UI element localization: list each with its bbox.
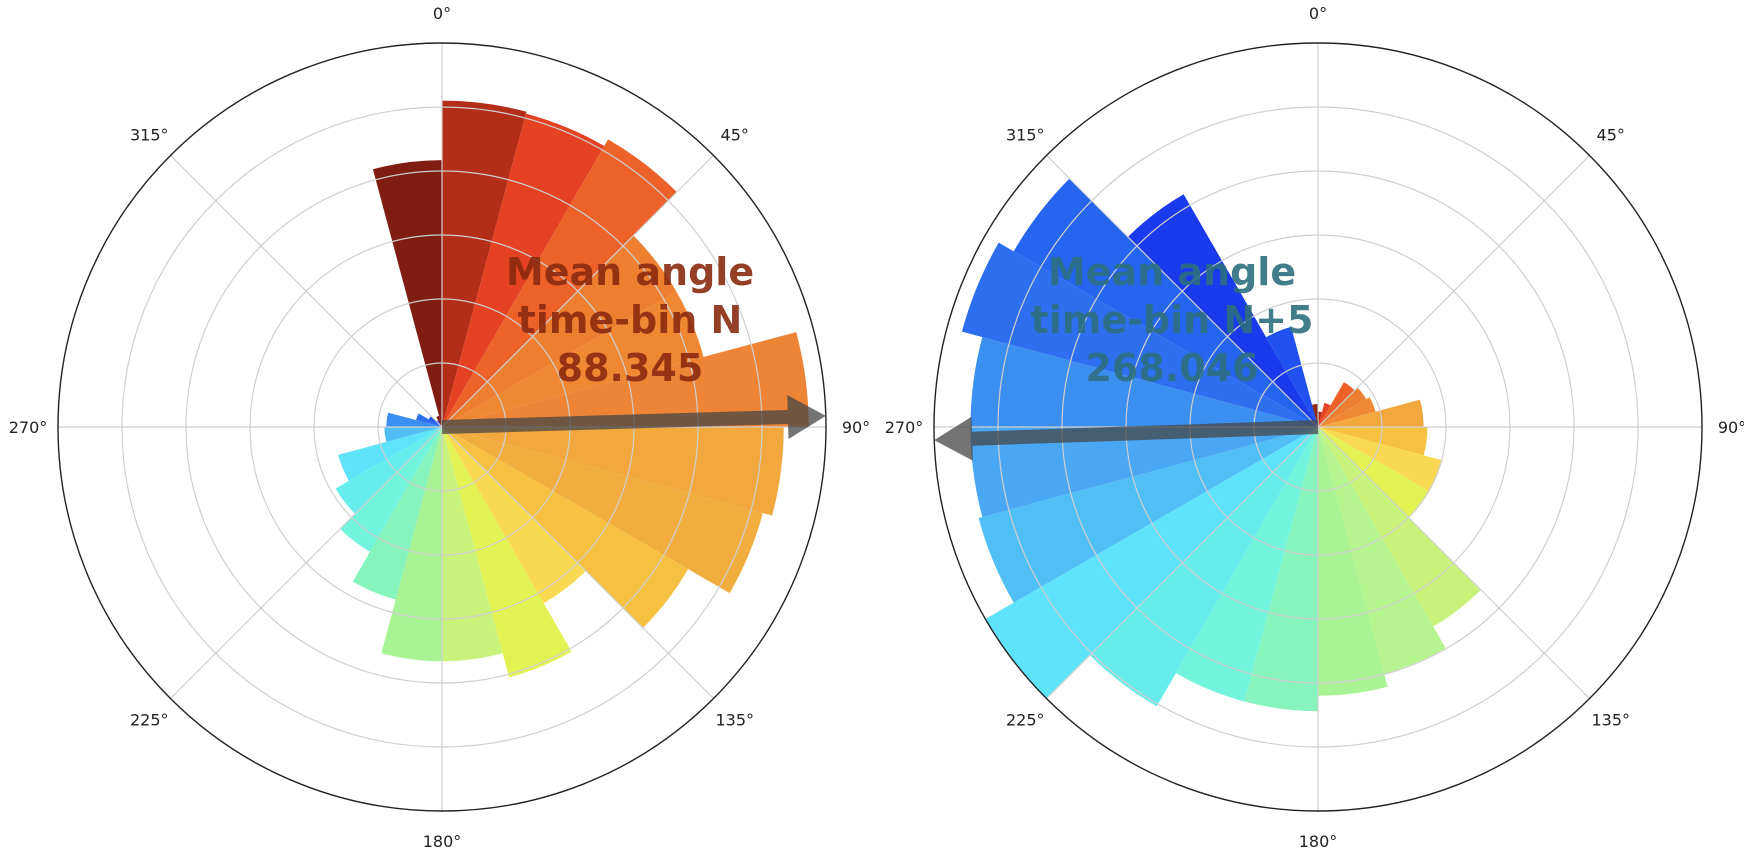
bar-18 xyxy=(384,427,442,442)
bar-11 xyxy=(442,427,572,678)
mean-angle-arrow-shaft xyxy=(441,410,789,434)
mean-angle-arrow-head xyxy=(787,395,826,439)
mean-angle-arrow-head xyxy=(934,416,973,461)
bar-6 xyxy=(1318,399,1424,427)
bar-11 xyxy=(1318,427,1446,674)
theta-tick-label-0: 0° xyxy=(1309,4,1327,23)
bar-4 xyxy=(1318,387,1367,427)
bar-5 xyxy=(1318,397,1376,427)
bar-21 xyxy=(1013,178,1318,427)
theta-tick-label-180: 180° xyxy=(423,832,462,851)
bar-0 xyxy=(372,160,442,427)
bar-2 xyxy=(1318,402,1331,427)
bar-23 xyxy=(436,415,442,427)
bar-14 xyxy=(1175,427,1318,702)
bar-16 xyxy=(335,427,442,514)
bar-3 xyxy=(442,139,677,427)
bar-20 xyxy=(416,413,442,427)
outer-circle xyxy=(933,42,1703,812)
bar-8 xyxy=(1318,427,1443,492)
theta-tick-label-270: 270° xyxy=(9,418,48,437)
bar-13 xyxy=(1244,427,1318,712)
angular-gridline-225 xyxy=(170,426,443,699)
theta-tick-label-315: 315° xyxy=(1006,125,1045,144)
bar-22 xyxy=(1127,194,1318,427)
angular-gridline-135 xyxy=(1317,426,1590,699)
bar-9 xyxy=(1318,427,1430,518)
bar-17 xyxy=(978,427,1318,603)
mean-angle-annotation-line-1: Mean angle xyxy=(506,250,754,294)
theta-tick-label-270: 270° xyxy=(885,418,924,437)
bar-18 xyxy=(970,427,1318,517)
bar-19 xyxy=(386,412,442,427)
bar-1 xyxy=(1318,411,1322,427)
theta-tick-label-180: 180° xyxy=(1299,832,1338,851)
bar-4 xyxy=(442,235,677,427)
theta-tick-label-90: 90° xyxy=(1718,418,1744,437)
theta-tick-label-225: 225° xyxy=(1006,711,1045,730)
bar-5 xyxy=(442,291,704,427)
theta-tick-label-135: 135° xyxy=(715,711,754,730)
bar-7 xyxy=(1318,427,1428,456)
bar-12 xyxy=(442,427,503,662)
theta-tick-label-45: 45° xyxy=(1597,125,1625,144)
theta-tick-label-225: 225° xyxy=(130,711,169,730)
bar-15 xyxy=(1089,427,1318,707)
bar-3 xyxy=(1318,382,1355,427)
angular-gridline-315 xyxy=(170,155,443,428)
bar-14 xyxy=(352,427,442,600)
bar-12 xyxy=(1318,427,1388,696)
bar-10 xyxy=(442,427,586,604)
bar-19 xyxy=(970,337,1318,427)
bar-8 xyxy=(442,427,763,594)
mean-angle-annotation-line-2: time-bin N+5 xyxy=(1031,298,1314,342)
mean-angle-annotation-line-3: 88.345 xyxy=(557,346,704,390)
angular-gridline-315 xyxy=(1046,155,1319,428)
bar-15 xyxy=(340,427,442,552)
polar-chart-time-bin-n: 0° 45° 90° 135° 180° 225° 270° 315° Mean angleti… xyxy=(9,4,870,851)
mean-angle-annotation-line-2: time-bin N xyxy=(518,298,743,342)
theta-tick-label-90: 90° xyxy=(842,418,870,437)
polar-chart-time-bin-n-plus-5: 0° 45° 90° 135° 180° 225° 270° 315° Mean angleti… xyxy=(885,4,1744,851)
bar-7 xyxy=(442,427,784,516)
bar-1 xyxy=(442,100,527,427)
bar-16 xyxy=(985,427,1318,699)
mean-angle-annotation-line-1: Mean angle xyxy=(1048,250,1296,294)
angular-gridline-225 xyxy=(1046,426,1319,699)
bar-13 xyxy=(381,427,442,662)
angular-gridline-45 xyxy=(1317,155,1590,428)
bar-17 xyxy=(338,427,442,481)
bar-23 xyxy=(1266,326,1318,427)
bar-20 xyxy=(961,242,1318,427)
outer-circle xyxy=(57,42,827,812)
bar-2 xyxy=(442,113,605,427)
theta-tick-label-315: 315° xyxy=(130,125,169,144)
angular-gridline-45 xyxy=(441,155,714,428)
theta-tick-label-0: 0° xyxy=(433,4,451,23)
mean-angle-annotation-line-3: 268.046 xyxy=(1085,346,1258,390)
theta-tick-label-135: 135° xyxy=(1591,711,1630,730)
theta-tick-label-45: 45° xyxy=(721,125,749,144)
bar-6 xyxy=(442,332,809,427)
angular-gridline-135 xyxy=(441,426,714,699)
mean-angle-arrow-shaft xyxy=(971,420,1319,446)
bar-9 xyxy=(442,427,689,628)
